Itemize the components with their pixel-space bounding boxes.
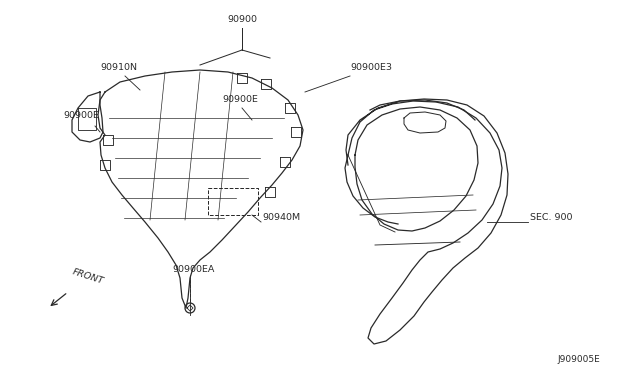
Text: 90900E: 90900E: [63, 111, 99, 120]
Text: 90900E3: 90900E3: [350, 63, 392, 72]
Text: FRONT: FRONT: [71, 267, 105, 286]
Text: 90900EA: 90900EA: [172, 265, 214, 274]
Text: 90900E: 90900E: [222, 95, 258, 104]
Text: 90940M: 90940M: [262, 213, 300, 222]
Text: J909005E: J909005E: [557, 355, 600, 364]
Text: SEC. 900: SEC. 900: [530, 213, 573, 222]
Text: 90910N: 90910N: [100, 63, 137, 72]
Text: 90900: 90900: [227, 15, 257, 24]
